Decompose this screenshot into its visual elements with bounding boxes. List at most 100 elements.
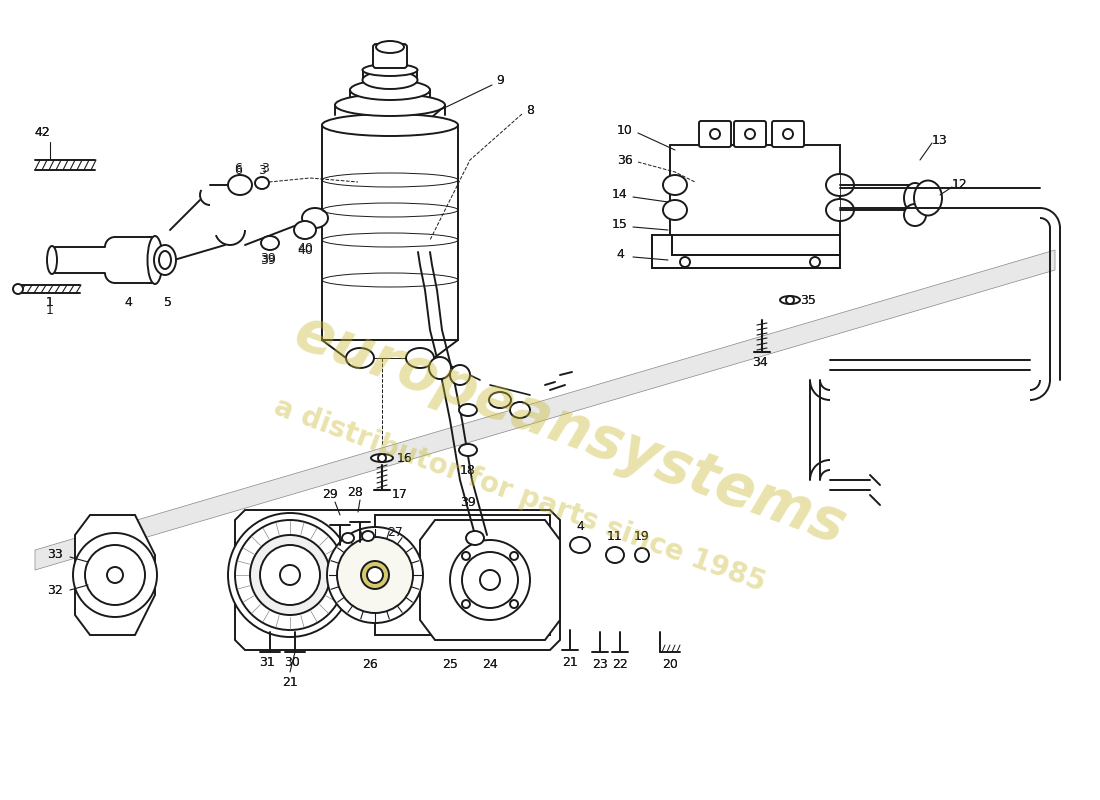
Circle shape xyxy=(450,540,530,620)
Ellipse shape xyxy=(362,531,374,541)
FancyBboxPatch shape xyxy=(734,121,766,147)
Text: 34: 34 xyxy=(752,355,768,369)
Text: 21: 21 xyxy=(562,655,578,669)
Text: 33: 33 xyxy=(47,549,63,562)
Ellipse shape xyxy=(13,284,23,294)
Text: 25: 25 xyxy=(442,658,458,671)
Text: 35: 35 xyxy=(800,294,816,306)
Text: 32: 32 xyxy=(47,583,63,597)
Text: 10: 10 xyxy=(617,123,632,137)
Text: 16: 16 xyxy=(397,451,412,465)
Text: 4: 4 xyxy=(124,295,132,309)
Text: 39: 39 xyxy=(460,495,476,509)
Circle shape xyxy=(337,537,412,613)
Text: 9: 9 xyxy=(496,74,504,86)
Text: 6: 6 xyxy=(234,163,242,177)
Text: 42: 42 xyxy=(34,126,50,138)
Ellipse shape xyxy=(663,175,688,195)
Text: 14: 14 xyxy=(612,189,628,202)
Ellipse shape xyxy=(904,183,926,213)
Ellipse shape xyxy=(261,236,279,250)
Text: 4: 4 xyxy=(576,521,584,534)
Ellipse shape xyxy=(783,129,793,139)
Text: 12: 12 xyxy=(953,178,968,191)
Bar xyxy=(670,145,840,235)
Ellipse shape xyxy=(466,531,484,545)
Text: 22: 22 xyxy=(612,658,628,670)
Text: 4: 4 xyxy=(124,295,132,309)
Text: 19: 19 xyxy=(634,530,650,543)
Polygon shape xyxy=(420,520,560,640)
Text: europeansystems: europeansystems xyxy=(286,303,854,557)
Text: 42: 42 xyxy=(34,126,50,138)
Circle shape xyxy=(367,567,383,583)
Text: 21: 21 xyxy=(282,675,298,689)
Ellipse shape xyxy=(363,71,418,89)
Text: 27: 27 xyxy=(387,526,403,538)
Ellipse shape xyxy=(490,392,512,408)
Text: 17: 17 xyxy=(392,489,408,502)
Text: 21: 21 xyxy=(282,675,298,689)
Ellipse shape xyxy=(635,548,649,562)
Circle shape xyxy=(235,520,345,630)
Text: 30: 30 xyxy=(284,655,300,669)
Ellipse shape xyxy=(322,114,458,136)
Ellipse shape xyxy=(904,204,926,226)
Text: 12: 12 xyxy=(953,178,968,191)
Ellipse shape xyxy=(570,537,590,553)
Ellipse shape xyxy=(606,547,624,563)
Ellipse shape xyxy=(302,208,328,228)
Circle shape xyxy=(378,454,386,462)
Circle shape xyxy=(462,552,470,560)
Text: 15: 15 xyxy=(612,218,628,231)
Ellipse shape xyxy=(255,177,270,189)
Text: 19: 19 xyxy=(634,530,650,543)
Ellipse shape xyxy=(406,348,434,368)
Polygon shape xyxy=(35,250,1055,570)
Ellipse shape xyxy=(336,94,446,116)
Text: 40: 40 xyxy=(297,243,312,257)
Bar xyxy=(375,515,550,635)
Circle shape xyxy=(73,533,157,617)
Text: 36: 36 xyxy=(617,154,632,166)
Circle shape xyxy=(480,570,501,590)
Text: 18: 18 xyxy=(460,463,476,477)
Text: 1: 1 xyxy=(46,295,54,309)
Text: 25: 25 xyxy=(442,658,458,671)
Circle shape xyxy=(462,552,518,608)
Ellipse shape xyxy=(780,296,800,304)
Text: 10: 10 xyxy=(617,123,632,137)
Circle shape xyxy=(510,552,518,560)
Circle shape xyxy=(228,513,352,637)
Text: 40: 40 xyxy=(297,242,312,254)
Text: 32: 32 xyxy=(47,583,63,597)
FancyBboxPatch shape xyxy=(698,121,732,147)
Text: 4: 4 xyxy=(616,249,624,262)
Text: 15: 15 xyxy=(612,218,628,231)
Circle shape xyxy=(250,535,330,615)
Circle shape xyxy=(361,561,389,589)
Text: 29: 29 xyxy=(322,489,338,502)
Text: 39: 39 xyxy=(460,495,476,509)
Ellipse shape xyxy=(47,246,57,274)
Text: 31: 31 xyxy=(260,655,275,669)
Text: 11: 11 xyxy=(607,530,623,543)
Circle shape xyxy=(680,257,690,267)
Polygon shape xyxy=(235,510,560,650)
Text: 6: 6 xyxy=(234,162,242,175)
Text: 26: 26 xyxy=(362,658,378,671)
Ellipse shape xyxy=(459,444,477,456)
Text: 28: 28 xyxy=(348,486,363,498)
Ellipse shape xyxy=(371,454,393,462)
Text: 30: 30 xyxy=(284,655,300,669)
Text: 29: 29 xyxy=(322,489,338,502)
Text: 23: 23 xyxy=(592,658,608,670)
Circle shape xyxy=(85,545,145,605)
Text: 3: 3 xyxy=(261,162,268,175)
Polygon shape xyxy=(75,515,155,635)
Text: 34: 34 xyxy=(752,355,768,369)
Text: 4: 4 xyxy=(616,249,624,262)
Ellipse shape xyxy=(346,348,374,368)
Ellipse shape xyxy=(160,251,170,269)
Ellipse shape xyxy=(450,365,470,385)
